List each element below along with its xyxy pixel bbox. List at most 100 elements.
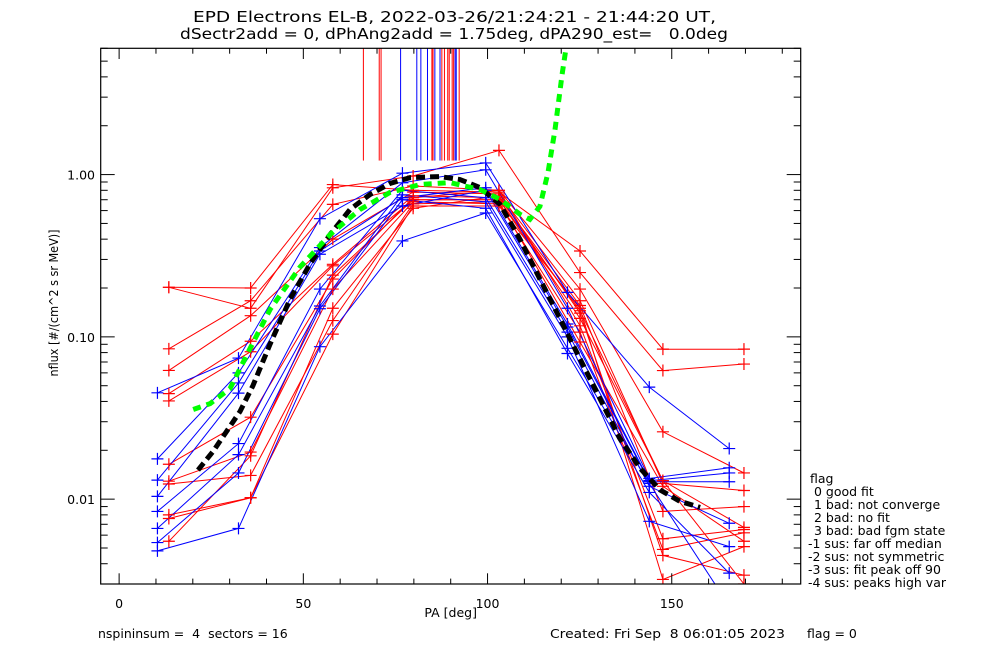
footer-created: Created: Fri Sep 8 06:01:05 2023 — [550, 626, 785, 641]
flag-legend: flag 0 good fit 1 bad: not converge 2 ba… — [808, 471, 947, 590]
footer-flag: flag = 0 — [807, 626, 857, 641]
chart-title: EPD Electrons EL-B, 2022-03-26/21:24:21 … — [193, 8, 716, 26]
data-point-marker — [162, 477, 175, 490]
data-point-marker — [656, 505, 669, 518]
legend-item: 3 bad: bad fgm state — [810, 523, 946, 538]
data-point-marker — [326, 181, 339, 194]
data-point-marker — [244, 491, 257, 504]
data-point-marker — [561, 286, 574, 299]
data-point-marker — [479, 163, 492, 176]
data-point-marker — [492, 144, 505, 157]
data-point-marker — [723, 517, 736, 530]
legend-title: flag — [810, 471, 833, 486]
data-point-marker — [326, 314, 339, 327]
fit-curve-black-dashed — [196, 174, 701, 510]
data-point-marker — [326, 328, 339, 341]
data-point-marker — [151, 452, 164, 465]
data-point-marker — [723, 442, 736, 455]
plot-data-area — [151, 48, 750, 585]
y-axis-label: nflux [#/(cm^2 s sr MeV)] — [47, 230, 61, 377]
data-point-marker — [162, 342, 175, 355]
series-line — [157, 162, 730, 449]
data-point-marker — [313, 212, 326, 225]
data-point-marker — [313, 340, 326, 353]
legend-item: -2 sus: not symmetric — [808, 549, 944, 564]
series-line — [157, 194, 730, 548]
data-point-marker — [479, 206, 492, 219]
data-point-marker — [244, 449, 257, 462]
x-tick-label: 150 — [660, 596, 684, 611]
data-point-marker — [643, 381, 656, 394]
tick-labels: 0 50 100 150 1.00 0.10 0.01 — [67, 168, 684, 611]
chart-subtitle: dSectr2add = 0, dPhAng2add = 1.75deg, dP… — [180, 25, 728, 44]
data-point-marker — [737, 466, 750, 479]
series-line — [168, 149, 745, 372]
data-point-marker — [723, 475, 736, 488]
data-point-marker — [737, 500, 750, 513]
data-point-marker — [656, 474, 669, 487]
data-point-marker — [656, 364, 669, 377]
data-point-marker — [396, 193, 409, 206]
data-point-marker — [737, 540, 750, 553]
y-tick-label: 0.10 — [67, 330, 95, 345]
data-point-marker — [574, 245, 587, 258]
series-line — [157, 199, 730, 574]
data-point-marker — [162, 512, 175, 525]
data-point-marker — [656, 549, 669, 562]
data-point-marker — [244, 469, 257, 482]
data-point-marker — [151, 544, 164, 557]
data-point-marker — [232, 387, 245, 400]
data-point-marker — [723, 567, 736, 580]
legend-item: 1 bad: not converge — [810, 497, 940, 512]
data-point-marker — [656, 532, 669, 545]
data-point-marker — [244, 309, 257, 322]
y-tick-label: 1.00 — [67, 168, 95, 183]
data-point-marker — [561, 302, 574, 315]
legend-item: -1 sus: far off median — [808, 536, 942, 551]
legend-item: 0 good fit — [810, 484, 874, 499]
series-line — [168, 185, 745, 474]
data-point-marker — [737, 358, 750, 371]
data-point-marker — [313, 302, 326, 315]
data-point-marker — [232, 437, 245, 450]
data-point-marker — [326, 198, 339, 211]
data-point-marker — [232, 448, 245, 461]
data-point-marker — [643, 515, 656, 528]
data-point-marker — [244, 282, 257, 295]
data-point-marker — [326, 302, 339, 315]
axes — [100, 47, 802, 585]
data-point-marker — [244, 294, 257, 307]
data-point-marker — [313, 283, 326, 296]
data-point-marker — [396, 234, 409, 247]
data-point-marker — [162, 364, 175, 377]
data-point-marker — [162, 394, 175, 407]
fit-curve-green-dashed — [192, 48, 569, 412]
data-point-marker — [574, 266, 587, 279]
data-point-marker — [151, 522, 164, 535]
legend-item: -3 sus: fit peak off 90 — [808, 562, 941, 577]
data-point-marker — [151, 386, 164, 399]
x-axis-label: PA [deg] — [424, 605, 477, 620]
data-point-marker — [574, 312, 587, 325]
data-point-marker — [162, 281, 175, 294]
series-line — [168, 201, 745, 542]
data-point-marker — [232, 522, 245, 535]
data-point-marker — [574, 335, 587, 348]
data-point-marker — [737, 343, 750, 356]
data-point-marker — [574, 283, 587, 296]
data-point-marker — [151, 490, 164, 503]
data-point-marker — [326, 283, 339, 296]
data-point-marker — [737, 484, 750, 497]
data-point-marker — [244, 411, 257, 424]
data-point-marker — [326, 269, 339, 282]
legend-item: -4 sus: peaks high var — [808, 575, 947, 590]
legend-item: 2 bad: no fit — [810, 510, 890, 525]
data-point-marker — [162, 535, 175, 548]
data-point-marker — [723, 540, 736, 553]
x-tick-label: 0 — [115, 596, 123, 611]
data-point-marker — [232, 466, 245, 479]
series-line — [168, 195, 745, 576]
x-tick-label: 100 — [476, 596, 500, 611]
data-point-marker — [656, 425, 669, 438]
